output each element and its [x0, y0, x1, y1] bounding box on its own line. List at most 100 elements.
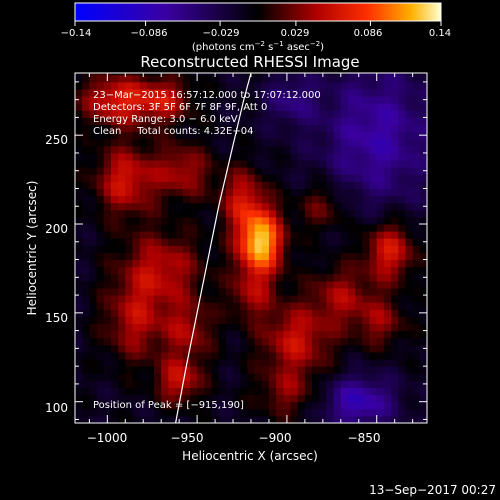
heatmap-cell [333, 330, 342, 339]
heatmap-cell [290, 167, 299, 175]
heatmap-cell [290, 181, 299, 189]
heatmap-cell [189, 380, 198, 388]
heatmap-cell [132, 309, 141, 317]
heatmap-cell [268, 373, 277, 381]
heatmap-cell [154, 110, 162, 118]
heatmap-cell [154, 224, 162, 232]
heatmap-cell [218, 110, 227, 118]
heatmap-cell [240, 415, 248, 423]
heatmap-cell [319, 216, 327, 225]
heatmap-cell [419, 110, 427, 118]
heatmap-cell [391, 351, 399, 360]
heatmap-cell [154, 152, 162, 161]
heatmap-cell [412, 309, 421, 317]
heatmap-cell [333, 238, 342, 246]
heatmap-cell [154, 245, 162, 253]
heatmap-cell [182, 145, 191, 154]
heatmap-cell [240, 259, 248, 268]
heatmap-cell [319, 96, 327, 104]
heatmap-cell [132, 188, 141, 197]
heatmap-cell [161, 373, 169, 381]
heatmap-cell [189, 81, 198, 90]
heatmap-cell [333, 337, 342, 346]
heatmap-cell [139, 366, 148, 374]
heatmap-cell [218, 81, 227, 90]
heatmap-cell [419, 209, 427, 218]
heatmap-cell [204, 373, 212, 381]
heatmap-cell [132, 145, 141, 154]
heatmap-cell [391, 96, 399, 104]
heatmap-cell [254, 88, 263, 97]
heatmap-cell [110, 216, 119, 225]
heatmap-cell [197, 273, 205, 282]
heatmap-cell [218, 323, 227, 332]
heatmap-cell [319, 316, 327, 325]
heatmap-cell [276, 266, 284, 275]
heatmap-cell [75, 359, 83, 367]
heatmap-cell [118, 152, 126, 161]
heatmap-cell [125, 238, 133, 246]
heatmap-cell [362, 373, 371, 381]
heatmap-cell [268, 145, 277, 154]
heatmap-cell [362, 202, 371, 211]
heatmap-cell [283, 287, 292, 296]
heatmap-cell [261, 287, 270, 296]
heatmap-cell [383, 167, 392, 175]
heatmap-cell [304, 266, 313, 275]
heatmap-cell [103, 273, 112, 282]
heatmap-cell [369, 138, 378, 147]
heatmap-cell [304, 259, 313, 268]
heatmap-cell [405, 351, 414, 360]
heatmap-cell [211, 81, 220, 90]
heatmap-cell [197, 181, 205, 189]
heatmap-cell [369, 202, 378, 211]
heatmap-cell [175, 209, 184, 218]
heatmap-cell [355, 266, 363, 275]
heatmap-cell [204, 351, 212, 360]
heatmap-cell [89, 323, 98, 332]
heatmap-cell [333, 160, 342, 168]
heatmap-cell [268, 188, 277, 197]
heatmap-cell [412, 387, 421, 396]
heatmap-cell [333, 287, 342, 296]
heatmap-cell [312, 195, 320, 204]
heatmap-cell [347, 152, 356, 161]
heatmap-cell [110, 188, 119, 197]
heatmap-cell [369, 266, 378, 275]
heatmap-cell [355, 309, 363, 317]
heatmap-cell [398, 231, 406, 239]
heatmap-cell [218, 359, 227, 367]
heatmap-cell [161, 188, 169, 197]
heatmap-cell [139, 408, 148, 417]
heatmap-cell [204, 238, 212, 246]
heatmap-cell [240, 373, 248, 381]
heatmap-cell [297, 316, 306, 325]
heatmap-cell [412, 366, 421, 374]
heatmap-cell [218, 330, 227, 339]
heatmap-cell [326, 152, 335, 161]
heatmap-cell [89, 103, 98, 111]
heatmap-cell [405, 330, 414, 339]
heatmap-cell [355, 366, 363, 374]
heatmap-cell [276, 160, 284, 168]
x-tick-label: −850 [348, 431, 381, 445]
heatmap-cell [268, 259, 277, 268]
heatmap-cell [419, 373, 427, 381]
heatmap-cell [139, 117, 148, 126]
heatmap-cell [168, 160, 177, 168]
heatmap-cell [197, 81, 205, 90]
heatmap-cell [96, 73, 105, 76]
heatmap-cell [304, 366, 313, 374]
heatmap-cell [247, 238, 256, 246]
heatmap-cell [347, 266, 356, 275]
heatmap-cell [283, 252, 292, 261]
heatmap-cell [233, 181, 241, 189]
heatmap-cell [189, 174, 198, 182]
heatmap-cell [290, 74, 299, 83]
heatmap-cell [89, 309, 98, 317]
heatmap-cell [240, 387, 248, 396]
heatmap-cell [405, 231, 414, 239]
heatmap-cell [161, 202, 169, 211]
heatmap-cell [139, 373, 148, 381]
heatmap-cell [369, 387, 378, 396]
